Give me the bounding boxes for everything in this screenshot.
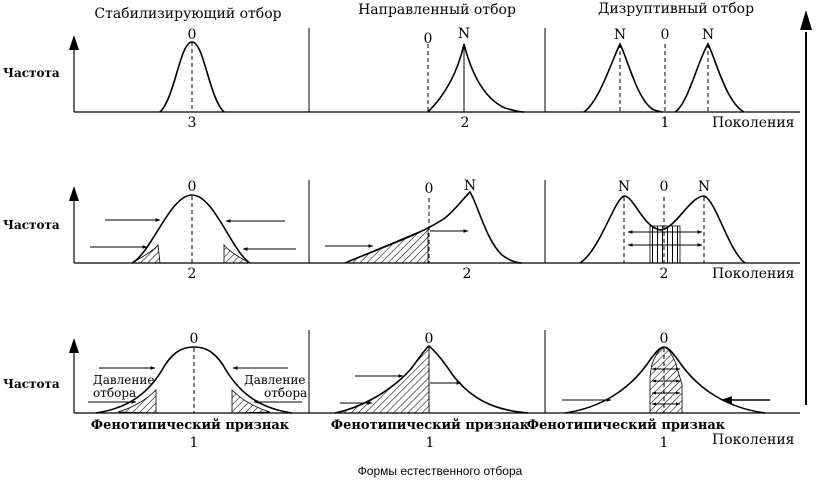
row-3: Частота 0 3 0 N 2 N 0 N 1 Поколения (3, 26, 800, 131)
row-1-directional-xlabel: Фенотипический признак (331, 418, 530, 433)
row-3-y-axis-arrowhead (69, 35, 79, 50)
row-3-directional-zero: 0 (424, 31, 433, 47)
row-1-disruptive-center-zone (649, 346, 683, 414)
row-2-generations-label: Поколения (712, 266, 795, 282)
row-2-directional-curve (344, 190, 523, 264)
row-3-disruptive-curve-left (583, 42, 663, 113)
row-1-stabilizing-xlabel: Фенотипический признак (91, 418, 290, 433)
row-3-directional-generation: 2 (461, 115, 470, 131)
row-1-stabilizing-left-tail (117, 389, 157, 414)
row-1-ylabel: Частота (3, 377, 60, 391)
row-2-stabilizing-zero: 0 (188, 179, 197, 195)
row-3-generations-label: Поколения (712, 115, 795, 131)
row-2-directional-n: N (464, 178, 476, 194)
row-2-disruptive-n-left: N (618, 179, 630, 195)
row-2-disruptive-curve (579, 195, 746, 264)
row-3-disruptive-curve-right (674, 42, 745, 113)
row-2-directional-zero: 0 (425, 181, 434, 197)
figure-caption: Формы естественного отбора (358, 464, 523, 478)
row-1-directional-curve (334, 344, 529, 414)
column-separators (308, 28, 546, 413)
row-2-disruptive-zero: 0 (660, 179, 669, 195)
row-3-disruptive-generation: 1 (661, 115, 670, 131)
column-title-stabilizing: Стабилизирующий отбор (94, 6, 281, 22)
row-1-stabilizing-zero: 0 (190, 331, 199, 347)
row-2-directional-generation: 2 (463, 266, 472, 282)
row-1-y-axis-arrowhead (69, 338, 79, 353)
row-3-stabilizing-zero: 0 (188, 27, 197, 43)
row-1-stabilizing-right-tail (231, 389, 271, 414)
row-1-pressure-label-left-line2: отбора (93, 386, 136, 400)
row-2-y-axis-arrowhead (69, 186, 79, 201)
row-2-disruptive-n-right: N (698, 179, 710, 195)
row-1-directional-zero: 0 (425, 331, 434, 347)
row-3-disruptive-n-right: N (702, 27, 714, 43)
row-1-directional-generation: 1 (426, 435, 435, 451)
row-1-disruptive-curve (564, 346, 766, 414)
row-1-generations-label: Поколения (712, 432, 795, 448)
row-1-pressure-label-right-line2: отбора (264, 386, 307, 400)
row-1-pressure-label-left-line1: Давление (93, 373, 155, 387)
row-2: Частота 0 2 0 N 2 N 0 N 2 (3, 178, 800, 282)
column-title-disruptive: Дизруптивный отбор (598, 1, 754, 17)
row-1-stabilizing-generation: 1 (190, 435, 199, 451)
row-3-ylabel: Частота (3, 66, 60, 80)
row-1-disruptive-xlabel: Фенотипический признак (527, 418, 726, 433)
row-1: Частота 0 Давление отбора Давление отбор… (3, 331, 800, 451)
row-2-disruptive-generation: 2 (660, 266, 669, 282)
row-3-disruptive-zero: 0 (661, 27, 670, 43)
generations-arrow (800, 10, 812, 405)
row-1-disruptive-zero: 0 (660, 331, 669, 347)
row-1-pressure-label-right-line1: Давление (244, 373, 306, 387)
row-3-stabilizing-generation: 3 (188, 115, 197, 131)
row-3-directional-curve (427, 43, 525, 113)
row-1-stabilizing-curve (95, 346, 293, 414)
row-3-disruptive-n-left: N (614, 27, 626, 43)
row-2-ylabel: Частота (3, 218, 60, 232)
row-1-disruptive-generation: 1 (660, 435, 669, 451)
row-2-stabilizing-generation: 2 (188, 266, 197, 282)
column-title-directional: Направленный отбор (358, 2, 516, 18)
row-2-stabilizing-curve (131, 194, 251, 264)
row-3-directional-n: N (458, 26, 470, 42)
